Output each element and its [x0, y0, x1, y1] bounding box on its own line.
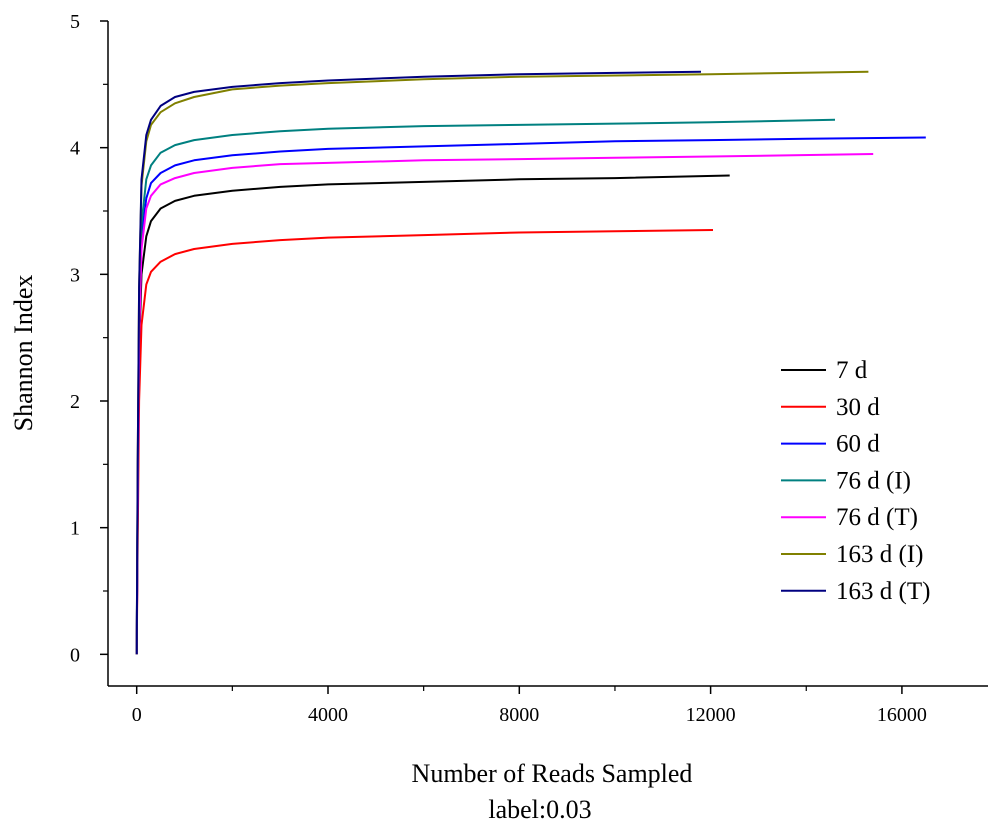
ticks: 0 4000 8000 12000 16000 0 1 2 3 4 5: [70, 11, 927, 726]
series-line-7: [135, 70, 702, 655]
legend-label: 76 d (I): [836, 467, 911, 494]
legend-label: 163 d (T): [836, 578, 930, 605]
x-tick-label: 0: [132, 704, 142, 726]
y-tick-label: 3: [70, 264, 80, 286]
legend-label: 30 d: [836, 394, 880, 421]
y-tick-label: 0: [70, 644, 80, 666]
y-tick-label: 2: [70, 391, 80, 413]
series-line-3: [135, 136, 926, 655]
x-tick-label: 16000: [877, 704, 927, 726]
series-line-2: [135, 229, 714, 655]
x-tick-label: 12000: [686, 704, 736, 726]
y-tick-label: 1: [70, 518, 80, 540]
legend-label: 76 d (T): [836, 504, 918, 531]
axes: [107, 21, 988, 687]
legend-label: 7 d: [836, 357, 868, 384]
legend-label: 60 d: [836, 431, 880, 458]
x-tick-label: 4000: [308, 704, 348, 726]
series-lines: [135, 70, 926, 655]
legend-label: 163 d (I): [836, 541, 923, 568]
chart-subtitle: label:0.03: [488, 795, 591, 824]
y-tick-label: 5: [70, 11, 80, 33]
x-tick-label: 8000: [499, 704, 539, 726]
series-line-1: [135, 174, 730, 655]
legend: 7 d 30 d 60 d 76 d (I) 76 d (T) 163 d (I) 163 …: [781, 357, 930, 605]
x-axis-title: Number of Reads Sampled: [412, 759, 693, 788]
series-line-5: [135, 153, 874, 655]
y-axis-title: Shannon Index: [9, 275, 38, 432]
y-tick-label: 4: [70, 138, 80, 160]
series-line-4: [135, 118, 836, 655]
